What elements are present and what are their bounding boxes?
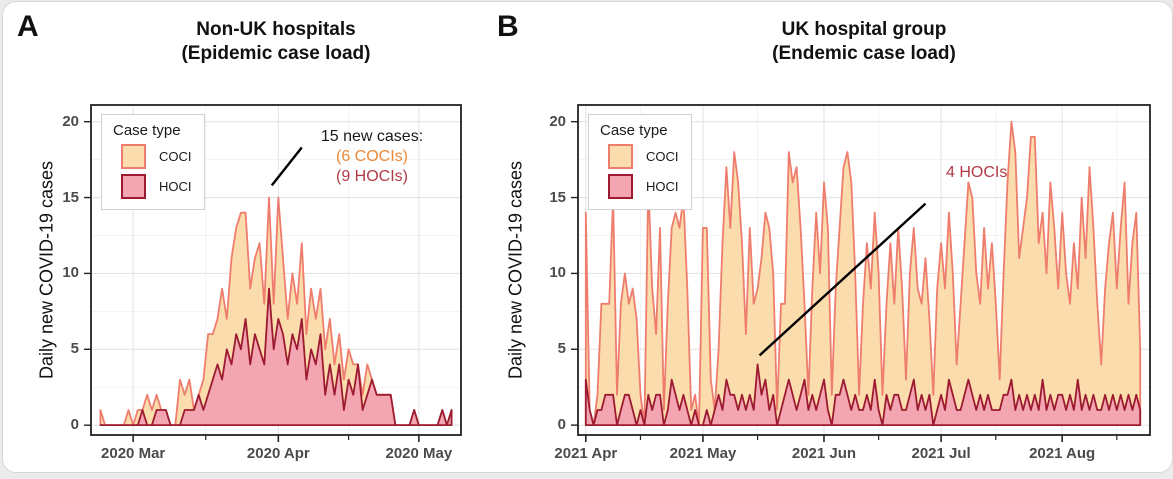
x-tick-label: 2021 Apr: [554, 445, 618, 462]
coci-swatch-icon: [608, 144, 633, 169]
panel-a-title-line1: Non-UK hospitals: [196, 19, 356, 40]
coci-area: [584, 120, 1142, 426]
area-chart: [84, 104, 462, 442]
x-tick-label: 2020 Mar: [101, 445, 166, 462]
panel-b-letter: B: [497, 10, 519, 43]
panel-b-title: UK hospital group (Endemic case load): [578, 18, 1150, 66]
annotation-coci-count: (6 COCIs): [336, 148, 408, 165]
hoci-swatch-icon: [121, 174, 146, 199]
x-tick-label: 2021 Aug: [1029, 445, 1096, 462]
legend-title: Case type: [113, 122, 181, 139]
panel-a-title-line2: (Epidemic case load): [181, 43, 371, 64]
x-tick-label: 2021 Jun: [791, 445, 857, 462]
y-tick-label: 0: [70, 416, 79, 434]
panel-a-legend: Case type COCI HOCI: [101, 114, 205, 210]
legend-row-coci: COCI: [113, 144, 192, 169]
panel-b-title-line1: UK hospital group: [781, 19, 947, 40]
x-tick-label: 2021 Jul: [911, 445, 971, 462]
annotation-hoci-count: (9 HOCIs): [336, 168, 408, 185]
panel-b-legend: Case type COCI HOCI: [588, 114, 692, 210]
x-tick-label: 2021 May: [669, 445, 737, 462]
annotation-hoci-count: 4 HOCIs: [946, 164, 1008, 181]
y-tick-label: 15: [62, 188, 79, 206]
hoci-area: [584, 363, 1142, 426]
panel-b-y-axis-label: Daily new COVID-19 cases: [505, 160, 526, 380]
hoci-swatch-icon: [608, 174, 633, 199]
hoci-area: [99, 287, 453, 426]
x-tick-label: 2020 Apr: [246, 445, 310, 462]
annotation-leader-line: [758, 202, 927, 357]
legend-row-coci: COCI: [600, 144, 679, 169]
panel-a-letter: A: [17, 10, 39, 43]
panel-a: A Non-UK hospitals (Epidemic case load) …: [3, 2, 483, 472]
area-chart: [571, 104, 1151, 442]
legend-label-hoci: HOCI: [646, 179, 679, 194]
legend-label-coci: COCI: [159, 149, 192, 164]
legend-title: Case type: [600, 122, 668, 139]
annotation-total-cases: 15 new cases:: [320, 128, 424, 145]
x-tick-label: 2020 May: [385, 445, 453, 462]
annotation-leader-line: [270, 146, 303, 187]
legend-row-hoci: HOCI: [113, 174, 192, 199]
y-tick-label: 5: [557, 340, 566, 358]
y-tick-label: 5: [70, 340, 79, 358]
coci-swatch-icon: [121, 144, 146, 169]
y-tick-label: 20: [549, 112, 566, 130]
panel-b-annotation: 4 HOCIs: [946, 163, 1056, 183]
y-tick-label: 20: [62, 112, 79, 130]
panel-a-title: Non-UK hospitals (Epidemic case load): [91, 18, 461, 66]
panel-b: B UK hospital group (Endemic case load) …: [483, 2, 1172, 472]
y-tick-label: 10: [62, 264, 79, 282]
legend-label-hoci: HOCI: [159, 179, 192, 194]
y-tick-label: 10: [549, 264, 566, 282]
y-tick-label: 0: [557, 416, 566, 434]
legend-label-coci: COCI: [646, 149, 679, 164]
panel-a-annotation: 15 new cases: (6 COCIs) (9 HOCIs): [298, 127, 446, 187]
legend-row-hoci: HOCI: [600, 174, 679, 199]
panel-b-title-line2: (Endemic case load): [772, 43, 956, 64]
y-tick-label: 15: [549, 188, 566, 206]
